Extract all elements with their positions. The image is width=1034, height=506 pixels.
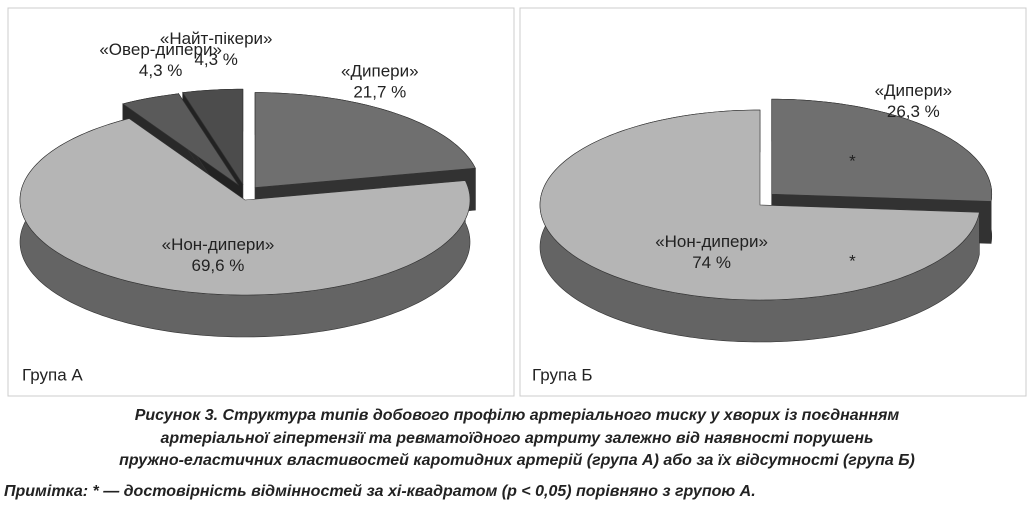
slice: [539, 109, 980, 301]
slice-value: 4,3 %: [139, 61, 182, 80]
group-label: Група А: [22, 365, 83, 384]
panel-b: [519, 7, 1027, 397]
note: Примітка: * — достовірність відмінностей…: [4, 483, 756, 500]
slice-value: 74 %: [692, 253, 731, 272]
slice-value: 26,3 %: [887, 102, 940, 121]
slice-name: «Нон-дипери»: [162, 235, 275, 254]
panel-a: [7, 7, 515, 397]
slice-name: «Нон-дипери»: [655, 232, 768, 251]
group-label: Група Б: [532, 365, 593, 384]
annotation: *: [849, 151, 856, 170]
slice: [19, 118, 471, 296]
slice: [122, 93, 239, 186]
slice-name: «Дипери»: [875, 81, 953, 100]
caption-line: артеріальної гіпертензії та ревматоїдног…: [161, 430, 874, 447]
caption-line: Рисунок 3. Структура типів добового проф…: [135, 407, 900, 424]
slice-value: 21,7 %: [353, 83, 406, 102]
caption-line: пружно-еластичних властивостей каротидни…: [119, 452, 915, 469]
slice: [254, 92, 476, 188]
slice-name: «Найт-пікери»: [160, 29, 273, 48]
annotation: *: [849, 251, 856, 270]
slice: [182, 88, 244, 186]
slice-value: 69,6 %: [192, 256, 245, 275]
slice-value: 4,3 %: [194, 50, 237, 69]
slice-name: «Дипери»: [341, 62, 419, 81]
slice-name: «Овер-дипери»: [99, 40, 222, 59]
slice: [771, 98, 993, 202]
